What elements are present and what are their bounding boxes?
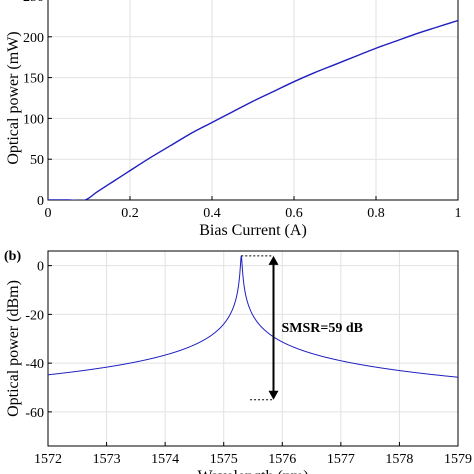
panel-a-y-axis-label: Optical power (mW) xyxy=(5,31,22,164)
panel-a-x-axis-label: Bias Current (A) xyxy=(199,222,307,239)
panel-a-xtick-label: 0 xyxy=(45,206,52,221)
panel-b-chart: 1572 1573 1574 1575 1576 1577 1578 1579 0 -20 -40 -… xyxy=(4,249,472,474)
panel-a-series-line xyxy=(48,19,458,200)
panel-b-ytick-label: -20 xyxy=(25,308,44,323)
panel-b-xtick-label: 1579 xyxy=(444,452,472,467)
panel-b-x-axis-label: Wavelength (nm) xyxy=(197,468,308,474)
panel-a-ytick-label: 200 xyxy=(23,31,44,46)
panel-b-series-line xyxy=(47,255,459,378)
panel-a-chart: 0 0.2 0.4 0.6 0.8 1 0 50 100 150 200 250 Bias Curren… xyxy=(5,0,462,239)
panel-b-xtick-label: 1573 xyxy=(93,452,121,467)
panel-b-xtick-label: 1578 xyxy=(385,452,413,467)
panel-a-xtick-label: 0.8 xyxy=(367,206,385,221)
panel-b-xtick-label: 1574 xyxy=(151,452,179,467)
panel-a-ytick-label: 50 xyxy=(30,153,44,168)
panel-a-xtick-label: 1 xyxy=(455,206,462,221)
panel-a-xtick-label: 0.6 xyxy=(285,206,303,221)
smsr-annotation-label: SMSR=59 dB xyxy=(282,321,364,336)
panel-b-xtick-label: 1576 xyxy=(268,452,296,467)
panel-a-ytick-label: 250 xyxy=(23,0,44,5)
smsr-arrow-head-down xyxy=(268,390,279,400)
panel-b-ytick-label: -40 xyxy=(25,357,44,372)
panel-b-label: (b) xyxy=(4,249,21,264)
panel-b-xtick-label: 1575 xyxy=(210,452,238,467)
panel-a-axes-frame xyxy=(47,0,459,201)
panel-a-ytick-label: 150 xyxy=(23,72,44,87)
panel-a-xtick-label: 0.4 xyxy=(203,206,221,221)
panel-b-xtick-label: 1572 xyxy=(34,452,62,467)
panel-b-ytick-label: -60 xyxy=(25,406,44,421)
panel-b-y-axis-label: Optical power (dBm) xyxy=(5,280,22,417)
panel-a-ytick-label: 0 xyxy=(37,194,44,209)
panel-a-xtick-label: 0.2 xyxy=(121,206,139,221)
panel-b-xtick-label: 1577 xyxy=(327,452,355,467)
panel-b-ytick-label: 0 xyxy=(37,260,44,275)
smsr-arrow-head-up xyxy=(268,255,279,265)
panel-b-axes-frame xyxy=(47,250,459,447)
panel-a-ytick-label: 100 xyxy=(23,112,44,127)
